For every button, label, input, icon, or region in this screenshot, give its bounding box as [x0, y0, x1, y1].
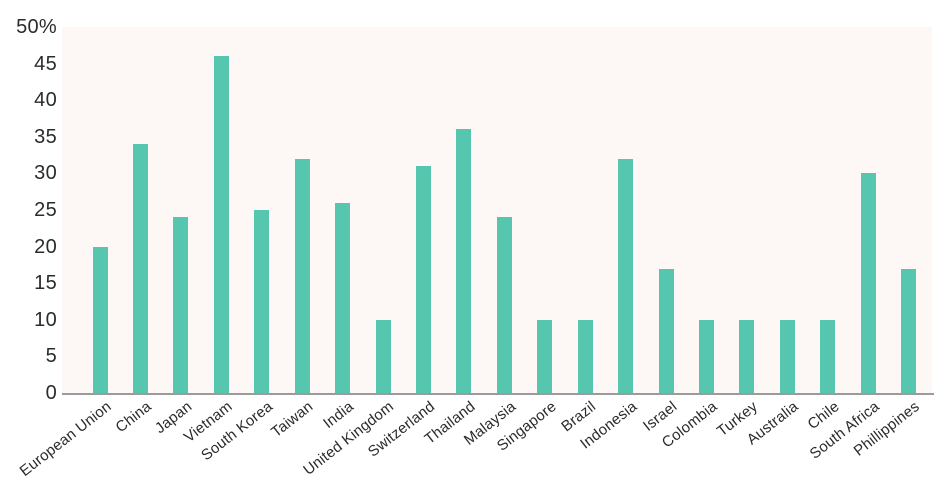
y-tick-label: 35 — [34, 125, 57, 148]
y-tick-label: 45 — [34, 52, 57, 75]
bar-turkey — [739, 319, 755, 393]
bar-australia — [779, 319, 795, 393]
bar-colombia — [698, 319, 714, 393]
bar-phillippines — [901, 268, 917, 393]
x-axis-line — [62, 393, 934, 395]
bar-japan — [173, 217, 189, 393]
y-tick-label: 20 — [34, 235, 57, 258]
y-tick-label: 50% — [16, 16, 57, 38]
bar-south-korea — [254, 210, 270, 393]
y-tick-label: 30 — [34, 162, 57, 185]
bar-european-union — [92, 246, 108, 393]
bar-united-kingdom — [375, 319, 391, 393]
bar-thailand — [456, 129, 472, 393]
y-tick-label: 25 — [34, 199, 57, 221]
y-tick-label: 40 — [34, 89, 57, 112]
bar-chile — [820, 319, 836, 393]
bar-vietnam — [213, 56, 229, 393]
x-tick-label: Taiwan — [268, 398, 317, 441]
bar-taiwan — [294, 158, 310, 393]
y-tick-label: 15 — [34, 272, 57, 295]
bar-india — [335, 202, 351, 393]
y-tick-label: 0 — [45, 382, 57, 404]
bar-china — [132, 144, 148, 393]
bar-switzerland — [415, 166, 431, 393]
bar-indonesia — [618, 158, 634, 393]
y-tick-label: 10 — [34, 308, 57, 331]
plot-area — [62, 27, 932, 393]
bar-brazil — [577, 319, 593, 393]
bar-south-africa — [860, 173, 876, 393]
y-tick-label: 5 — [45, 345, 57, 368]
x-tick-label: China — [112, 398, 155, 437]
bar-israel — [658, 268, 674, 393]
bar-singapore — [537, 319, 553, 393]
bar-malaysia — [496, 217, 512, 393]
x-tick-label: European Union — [16, 398, 115, 480]
